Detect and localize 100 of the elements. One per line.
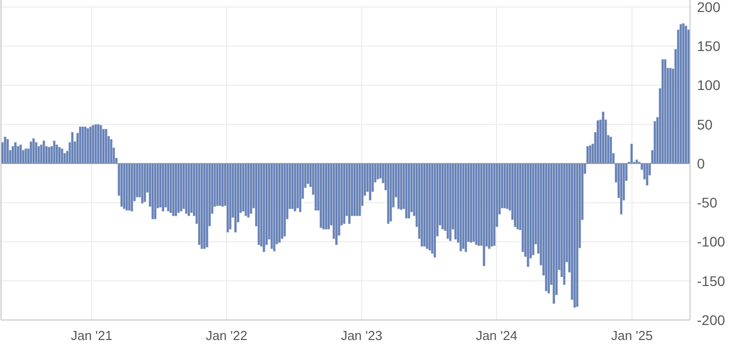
bar <box>58 146 61 164</box>
bar <box>596 120 600 164</box>
bar <box>454 163 457 240</box>
bar <box>200 163 204 249</box>
y-tick-label: 100 <box>697 77 721 94</box>
bar <box>397 163 400 210</box>
y-tick-label: -50 <box>697 194 718 211</box>
bar <box>470 163 472 243</box>
bar <box>141 163 144 204</box>
bar <box>126 163 128 211</box>
bar <box>576 163 578 307</box>
bar <box>488 163 490 249</box>
bar <box>516 163 519 230</box>
bar <box>493 163 496 246</box>
bar <box>478 163 480 246</box>
bar <box>188 163 190 216</box>
bar <box>262 163 266 252</box>
bar <box>94 124 97 164</box>
bar <box>218 163 222 206</box>
y-tick-label: 0 <box>697 155 705 172</box>
bar <box>84 126 87 164</box>
bar <box>408 163 410 218</box>
bar <box>283 163 286 236</box>
bar <box>298 163 302 212</box>
y-tick-label: 200 <box>697 0 721 15</box>
bar <box>12 146 14 164</box>
bar <box>526 163 530 267</box>
bar <box>472 163 475 242</box>
bar <box>180 163 182 212</box>
bar <box>278 163 281 243</box>
bar <box>376 163 380 180</box>
bar <box>170 163 172 213</box>
bar <box>190 163 193 213</box>
bar <box>294 163 296 212</box>
bar <box>120 163 123 207</box>
bar <box>449 163 452 242</box>
bar <box>154 163 156 220</box>
bar <box>684 26 688 164</box>
bar <box>6 139 9 164</box>
x-tick-label: Jan '21 <box>70 328 112 343</box>
bar <box>280 163 284 239</box>
bar <box>563 163 566 285</box>
bar <box>420 163 424 247</box>
bar <box>464 163 468 252</box>
bar <box>104 128 108 164</box>
bar <box>122 163 126 210</box>
bar <box>434 163 436 258</box>
bar <box>322 163 325 230</box>
bar <box>368 163 372 200</box>
bar <box>320 163 322 228</box>
bar <box>166 163 170 212</box>
bar <box>335 163 338 246</box>
bar <box>226 163 229 233</box>
bar <box>306 163 310 184</box>
bar <box>60 148 64 164</box>
bar <box>16 146 20 164</box>
bar <box>348 163 351 224</box>
bar <box>216 163 219 206</box>
bar <box>100 125 102 164</box>
bar <box>680 24 682 164</box>
bar <box>475 163 478 246</box>
bar <box>82 126 84 164</box>
bar <box>664 59 666 164</box>
bar <box>548 163 550 294</box>
bar <box>128 163 131 211</box>
bar <box>151 163 154 220</box>
bar <box>244 163 248 216</box>
bar <box>504 163 506 208</box>
bar <box>130 163 134 212</box>
bar <box>136 163 138 198</box>
bar <box>446 163 449 239</box>
bar <box>441 163 444 230</box>
bar <box>630 144 633 164</box>
bar <box>89 126 92 164</box>
bar <box>490 163 493 247</box>
bar <box>273 163 276 252</box>
bar <box>144 163 146 202</box>
bar <box>682 23 685 164</box>
bar <box>296 163 299 208</box>
bar <box>459 163 462 252</box>
bar <box>247 163 250 218</box>
y-tick-label: 150 <box>697 38 721 54</box>
bar <box>42 140 46 164</box>
bar <box>164 163 167 208</box>
bar <box>174 163 178 216</box>
bar <box>482 163 486 266</box>
bar <box>78 126 82 164</box>
bar <box>602 112 604 164</box>
bar <box>270 163 273 249</box>
bar <box>56 144 58 164</box>
bar <box>110 139 112 164</box>
bar <box>353 163 356 216</box>
x-tick-label: Jan '25 <box>611 328 653 343</box>
bar <box>203 163 206 249</box>
bar <box>177 163 180 213</box>
bar <box>669 68 672 164</box>
bar <box>387 163 390 224</box>
bar <box>356 163 358 216</box>
x-tick-label: Jan '24 <box>476 328 518 343</box>
bar <box>431 163 434 254</box>
